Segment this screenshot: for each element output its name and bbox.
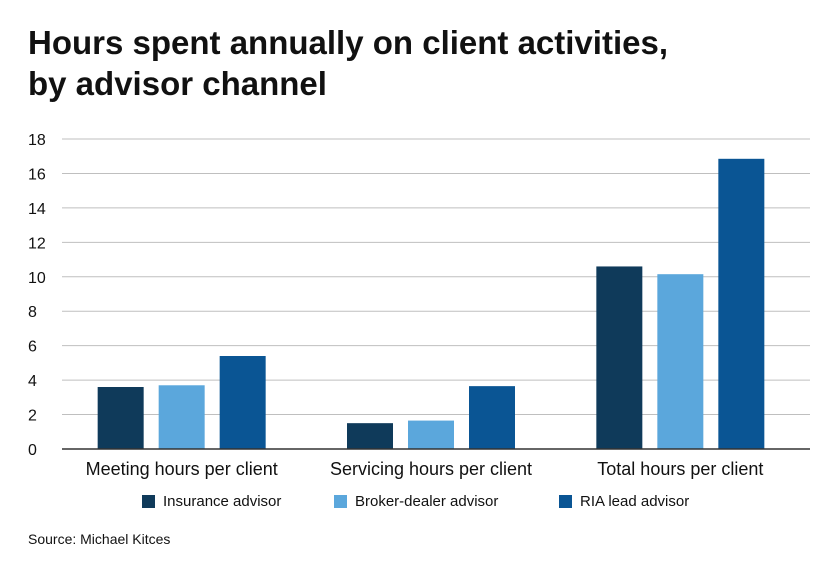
- legend-label-broker-dealer: Broker-dealer advisor: [355, 493, 499, 510]
- bar-3-1: [219, 356, 266, 449]
- y-tick-label-4: 4: [28, 373, 37, 390]
- bar-1-1: [97, 387, 144, 449]
- y-tick-label-12: 12: [28, 235, 46, 252]
- y-tick-label-8: 8: [28, 304, 37, 321]
- y-tick-label-18: 18: [28, 132, 46, 149]
- legend-item-insurance: Insurance advisor: [142, 493, 281, 510]
- legend-item-broker-dealer: Broker-dealer advisor: [334, 493, 498, 510]
- legend-swatch-ria: [559, 495, 572, 508]
- legend-label-insurance: Insurance advisor: [163, 493, 282, 510]
- chart-title-line-1: Hours spent annually on client activitie…: [28, 24, 668, 61]
- y-tick-label-6: 6: [28, 339, 37, 356]
- y-tick-label-0: 0: [28, 442, 37, 459]
- bar-3-3: [718, 158, 765, 450]
- source-note: Source: Michael Kitces: [28, 531, 171, 547]
- legend-item-ria: RIA lead advisor: [559, 493, 689, 510]
- bar-2-3: [657, 274, 704, 449]
- y-tick-label-2: 2: [28, 408, 37, 425]
- chart-title: Hours spent annually on client activitie…: [28, 22, 818, 104]
- y-tick-label-14: 14: [28, 201, 46, 218]
- bar-2-1: [158, 385, 205, 449]
- legend-swatch-insurance: [142, 495, 155, 508]
- y-tick-label-10: 10: [28, 270, 46, 287]
- chart-title-line-2: by advisor channel: [28, 65, 327, 102]
- x-category-label-1: Meeting hours per client: [86, 459, 278, 479]
- y-tick-label-16: 16: [28, 166, 46, 183]
- bar-1-3: [596, 266, 643, 449]
- x-category-label-2: Servicing hours per client: [330, 459, 532, 479]
- legend-swatch-broker-dealer: [334, 495, 347, 508]
- bar-3-2: [469, 386, 515, 449]
- x-category-label-3: Total hours per client: [597, 459, 763, 479]
- bar-1-2: [347, 423, 393, 449]
- bar-2-2: [408, 420, 454, 449]
- legend-label-ria: RIA lead advisor: [580, 493, 690, 510]
- chart-legend: Insurance advisor Broker-dealer advisor …: [0, 493, 840, 515]
